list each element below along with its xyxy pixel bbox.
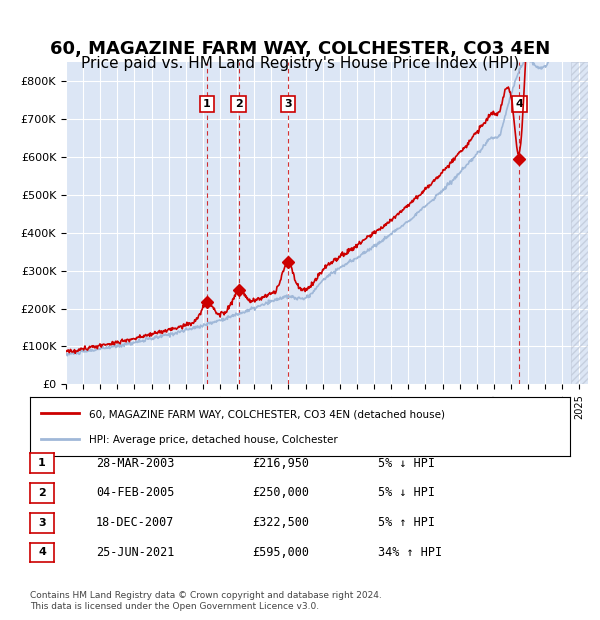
Text: 18-DEC-2007: 18-DEC-2007 (96, 516, 175, 529)
Text: 5% ↓ HPI: 5% ↓ HPI (378, 457, 435, 469)
Text: 28-MAR-2003: 28-MAR-2003 (96, 457, 175, 469)
Text: 4: 4 (38, 547, 46, 557)
Text: 1: 1 (38, 458, 46, 468)
Text: 25-JUN-2021: 25-JUN-2021 (96, 546, 175, 559)
Text: 34% ↑ HPI: 34% ↑ HPI (378, 546, 442, 559)
Text: 5% ↑ HPI: 5% ↑ HPI (378, 516, 435, 529)
Text: 4: 4 (515, 99, 523, 109)
Text: 3: 3 (38, 518, 46, 528)
Text: £216,950: £216,950 (252, 457, 309, 469)
Text: £595,000: £595,000 (252, 546, 309, 559)
Text: Price paid vs. HM Land Registry's House Price Index (HPI): Price paid vs. HM Land Registry's House … (81, 56, 519, 71)
Text: 2: 2 (235, 99, 242, 109)
Text: 5% ↓ HPI: 5% ↓ HPI (378, 487, 435, 499)
Text: 2: 2 (38, 488, 46, 498)
Text: 60, MAGAZINE FARM WAY, COLCHESTER, CO3 4EN: 60, MAGAZINE FARM WAY, COLCHESTER, CO3 4… (50, 40, 550, 58)
Text: 1: 1 (203, 99, 211, 109)
Text: Contains HM Land Registry data © Crown copyright and database right 2024.
This d: Contains HM Land Registry data © Crown c… (30, 591, 382, 611)
Text: 04-FEB-2005: 04-FEB-2005 (96, 487, 175, 499)
Text: 3: 3 (284, 99, 292, 109)
Text: HPI: Average price, detached house, Colchester: HPI: Average price, detached house, Colc… (89, 435, 338, 445)
Text: £322,500: £322,500 (252, 516, 309, 529)
Text: £250,000: £250,000 (252, 487, 309, 499)
Text: 60, MAGAZINE FARM WAY, COLCHESTER, CO3 4EN (detached house): 60, MAGAZINE FARM WAY, COLCHESTER, CO3 4… (89, 409, 445, 420)
